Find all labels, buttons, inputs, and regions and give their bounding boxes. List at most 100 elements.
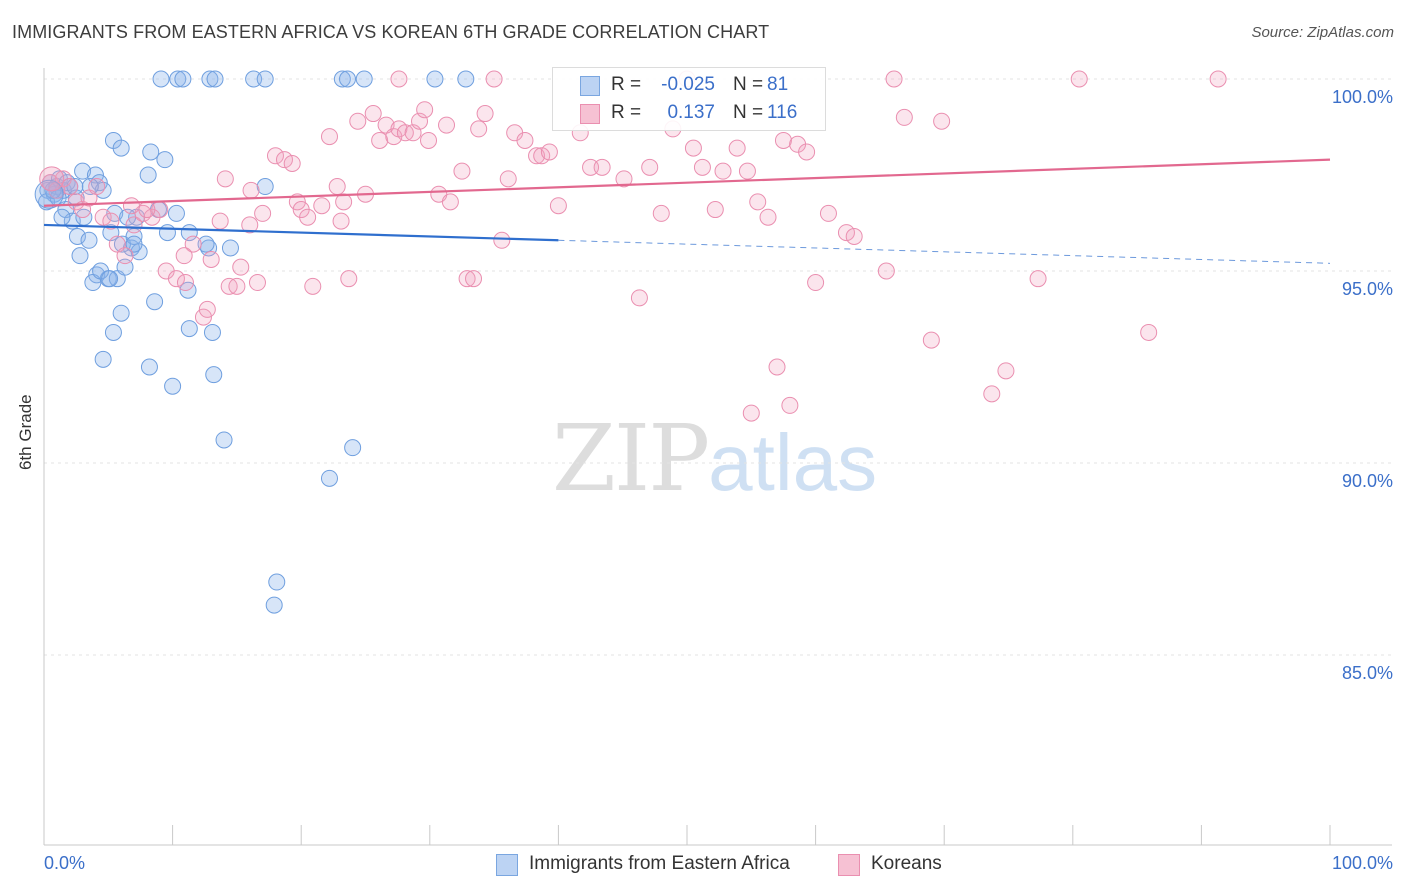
- point-koreans: [774, 131, 792, 149]
- y-axis-label: 6th Grade: [16, 394, 35, 470]
- point-koreans: [798, 143, 816, 161]
- point-koreans: [533, 147, 551, 165]
- point-koreans: [933, 112, 951, 130]
- point-koreans: [493, 231, 511, 249]
- point-koreans: [304, 277, 322, 295]
- legend-row-koreans: R = 0.137 N = 116: [553, 101, 825, 127]
- point-eastern-africa: [112, 139, 130, 157]
- point-koreans: [275, 151, 293, 169]
- point-koreans: [742, 404, 760, 422]
- point-koreans: [283, 154, 301, 172]
- legend-r-value: 0.137: [667, 102, 715, 123]
- point-koreans: [340, 270, 358, 288]
- point-koreans: [528, 147, 546, 165]
- point-eastern-africa: [338, 70, 356, 88]
- point-koreans: [845, 227, 863, 245]
- point-koreans: [983, 385, 1001, 403]
- point-eastern-africa: [174, 70, 192, 88]
- point-koreans: [228, 277, 246, 295]
- legend-label: Immigrants from Eastern Africa: [529, 853, 790, 874]
- point-koreans: [94, 208, 112, 226]
- point-eastern-africa: [320, 469, 338, 487]
- point-koreans: [1029, 270, 1047, 288]
- point-eastern-africa: [139, 166, 157, 184]
- watermark: ZIPatlas: [552, 405, 877, 512]
- point-koreans: [332, 212, 350, 230]
- point-koreans: [61, 178, 79, 196]
- point-koreans: [194, 308, 212, 326]
- legend-swatch-pink: [838, 854, 860, 876]
- point-eastern-africa: [426, 70, 444, 88]
- point-eastern-africa: [156, 151, 174, 169]
- point-koreans: [549, 197, 567, 215]
- point-koreans: [476, 105, 494, 123]
- point-koreans: [1209, 70, 1227, 88]
- chart-title: IMMIGRANTS FROM EASTERN AFRICA VS KOREAN…: [12, 22, 770, 42]
- point-eastern-africa: [256, 178, 274, 196]
- legend-n-value: 81: [767, 74, 789, 95]
- point-koreans: [242, 181, 260, 199]
- stats-legend: R = -0.025 N = 81 R = 0.137 N = 116: [552, 67, 826, 131]
- point-eastern-africa: [205, 366, 223, 384]
- point-koreans: [176, 274, 194, 292]
- point-eastern-africa: [167, 204, 185, 222]
- point-eastern-africa: [169, 70, 187, 88]
- legend-r-label: R =: [611, 102, 642, 123]
- point-eastern-africa: [245, 70, 263, 88]
- legend-swatch-blue: [496, 854, 518, 876]
- point-koreans: [232, 258, 250, 276]
- point-koreans: [420, 131, 438, 149]
- point-koreans: [819, 204, 837, 222]
- trendline-eastern-africa: [43, 223, 559, 242]
- point-koreans: [470, 120, 488, 138]
- point-koreans: [652, 204, 670, 222]
- point-koreans: [216, 170, 234, 188]
- point-koreans: [320, 128, 338, 146]
- point-koreans: [693, 158, 711, 176]
- point-koreans: [198, 300, 216, 318]
- point-koreans: [116, 247, 134, 265]
- point-eastern-africa: [125, 235, 143, 253]
- point-eastern-africa: [53, 208, 71, 226]
- point-eastern-africa: [116, 258, 134, 276]
- point-koreans: [630, 289, 648, 307]
- y-tick-label: 90.0%: [1342, 471, 1393, 491]
- point-koreans: [88, 178, 106, 196]
- point-koreans: [706, 201, 724, 219]
- point-koreans: [768, 358, 786, 376]
- point-eastern-africa: [158, 224, 176, 242]
- point-koreans: [254, 204, 272, 222]
- point-eastern-africa: [140, 358, 158, 376]
- point-koreans: [328, 178, 346, 196]
- point-koreans: [371, 131, 389, 149]
- point-koreans: [593, 158, 611, 176]
- point-koreans: [453, 162, 471, 180]
- legend-swatch-pink: [580, 104, 600, 124]
- point-koreans: [684, 139, 702, 157]
- point-koreans: [364, 105, 382, 123]
- legend-n-value: 116: [767, 102, 798, 123]
- point-eastern-africa: [104, 323, 122, 341]
- legend-r-label: R =: [611, 74, 642, 95]
- point-eastern-africa: [268, 573, 286, 591]
- point-koreans: [516, 131, 534, 149]
- point-eastern-africa: [355, 70, 373, 88]
- point-koreans: [458, 270, 476, 288]
- series-legend: Immigrants from Eastern Africa Koreans: [0, 852, 1406, 878]
- point-eastern-africa: [333, 70, 351, 88]
- point-eastern-africa: [221, 239, 239, 257]
- point-koreans: [349, 112, 367, 130]
- point-koreans: [248, 274, 266, 292]
- point-koreans: [175, 247, 193, 265]
- point-koreans: [540, 143, 558, 161]
- trendline-koreans: [43, 158, 1331, 207]
- point-koreans: [211, 212, 229, 230]
- legend-label: Koreans: [871, 853, 942, 874]
- point-eastern-africa: [457, 70, 475, 88]
- point-koreans: [39, 166, 65, 192]
- point-koreans: [184, 235, 202, 253]
- legend-swatch-blue: [580, 76, 600, 96]
- point-koreans: [485, 70, 503, 88]
- point-eastern-africa: [201, 70, 219, 88]
- point-koreans: [438, 116, 456, 134]
